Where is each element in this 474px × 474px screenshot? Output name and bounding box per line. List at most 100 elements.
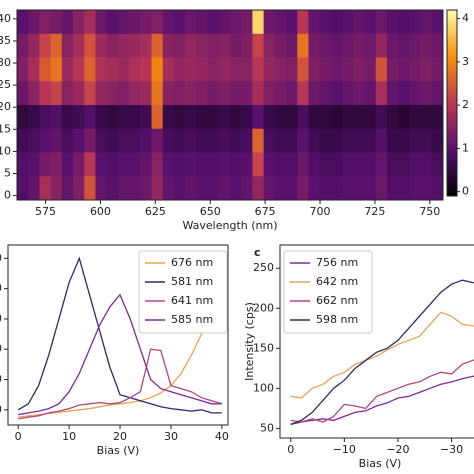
heat-cell — [409, 105, 421, 130]
series-line — [290, 279, 474, 426]
heat-cell — [162, 152, 175, 177]
heat-cell — [241, 57, 253, 82]
y-tick-label: 200 — [253, 301, 274, 314]
heat-cell — [28, 10, 40, 35]
heat-cell — [297, 105, 309, 130]
heat-cell — [398, 81, 410, 106]
heat-cell — [50, 105, 63, 130]
legend-box — [138, 250, 228, 334]
colorbar-step — [447, 180, 457, 185]
y-tick-label: 40 — [0, 12, 11, 25]
heat-cell — [39, 81, 52, 106]
heat-cell — [61, 105, 74, 130]
heat-cell — [252, 176, 265, 201]
heat-cell — [50, 176, 63, 201]
heat-cell — [353, 105, 365, 130]
colorbar-step — [447, 81, 457, 85]
heat-cell — [241, 10, 253, 35]
heat-cell — [230, 176, 242, 201]
heat-cell — [420, 128, 433, 153]
heat-cell — [330, 152, 343, 177]
heat-cell — [117, 10, 130, 35]
heat-cell — [151, 57, 164, 82]
heat-cell — [252, 10, 265, 35]
heat-cell — [431, 152, 444, 177]
heat-cell — [106, 128, 119, 153]
colorbar-step — [447, 13, 457, 17]
heat-cell — [274, 128, 287, 153]
y-tick-label: 250 — [0, 282, 2, 295]
heat-cell — [297, 128, 309, 153]
colorbar-step — [447, 10, 457, 14]
heat-cell — [129, 128, 141, 153]
heat-cell — [431, 81, 444, 106]
heat-cell — [39, 176, 52, 201]
heat-cell — [274, 33, 287, 58]
x-axis-label: Bias (V) — [97, 444, 140, 457]
heat-cell — [375, 57, 388, 82]
colorbar-frame — [446, 9, 458, 197]
heat-cell — [431, 128, 444, 153]
colorbar-step — [447, 78, 457, 82]
heat-cell — [117, 152, 130, 177]
heat-cell — [409, 81, 421, 106]
x-tick-label: 750 — [419, 205, 440, 218]
heat-cell — [162, 128, 175, 153]
heat-cell — [17, 105, 29, 130]
heat-cell — [117, 128, 130, 153]
plot-frame — [7, 244, 229, 426]
heat-cell — [196, 10, 208, 35]
heat-cell — [330, 81, 343, 106]
heat-cell — [218, 128, 231, 153]
heat-cell — [409, 57, 421, 82]
heat-cell — [218, 176, 231, 201]
heat-cell — [129, 81, 141, 106]
colorbar-step — [447, 177, 457, 181]
plot-frame — [279, 244, 474, 439]
heat-cell — [117, 176, 130, 201]
heat-cell — [106, 33, 119, 58]
heat-cell — [263, 176, 276, 201]
heat-cell — [185, 105, 197, 130]
colorbar-step — [447, 158, 457, 163]
heat-cell — [409, 10, 421, 35]
heat-cell — [364, 105, 377, 130]
heat-cell — [319, 105, 332, 130]
heat-cell — [241, 33, 253, 58]
heat-cell — [196, 176, 208, 201]
heat-cell — [319, 152, 332, 177]
heat-cell — [95, 128, 108, 153]
heat-cell — [61, 176, 74, 201]
y-axis-label: Intensity (cps) — [243, 302, 256, 381]
heat-cell — [330, 57, 343, 82]
colorbar-step — [447, 149, 457, 154]
heat-cell — [73, 152, 85, 177]
colorbar-tick-label: 2 — [462, 98, 469, 111]
heat-cell — [431, 57, 444, 82]
colorbar-tick-label: 0 — [462, 185, 469, 198]
x-axis-label: Bias (V) — [359, 457, 402, 470]
heat-cell — [241, 81, 253, 106]
heat-cell — [342, 81, 354, 106]
colorbar-step — [447, 186, 457, 191]
y-tick-label: 30 — [0, 56, 11, 69]
heat-cell — [274, 81, 287, 106]
heat-cell — [151, 176, 164, 201]
heat-cell — [398, 152, 410, 177]
heat-cell — [50, 128, 63, 153]
colorbar-step — [447, 146, 457, 150]
heat-cell — [50, 10, 63, 35]
heat-cell — [364, 81, 377, 106]
heat-cell — [151, 10, 164, 35]
heat-cell — [84, 176, 96, 201]
heat-cell — [106, 81, 119, 106]
heat-cell — [252, 128, 265, 153]
heat-cell — [129, 57, 141, 82]
heat-cell — [364, 128, 377, 153]
heat-cell — [196, 128, 208, 153]
heat-cell — [230, 152, 242, 177]
heat-cell — [353, 81, 365, 106]
heat-cell — [73, 128, 85, 153]
x-tick-label: 0 — [15, 430, 22, 443]
